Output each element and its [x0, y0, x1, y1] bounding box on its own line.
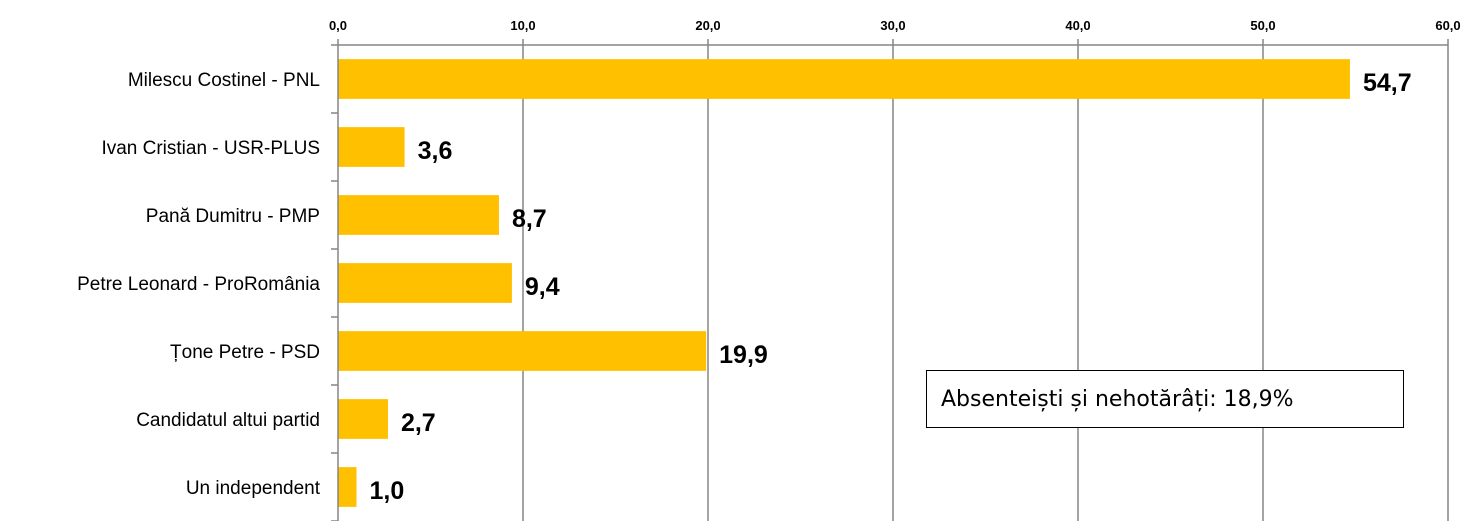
- bar: [338, 467, 357, 507]
- bar: [338, 127, 405, 167]
- category-label: Țone Petre - PSD: [170, 342, 320, 363]
- category-label: Un independent: [186, 478, 321, 499]
- bar: [338, 399, 388, 439]
- annotation-box: Absenteiști și nehotărâți: 18,9%: [926, 370, 1404, 428]
- bar: [338, 263, 512, 303]
- data-label: 2,7: [401, 409, 436, 437]
- x-tick-label: 10,0: [510, 18, 535, 33]
- category-label: Pană Dumitru - PMP: [146, 206, 320, 227]
- data-label: 8,7: [512, 205, 547, 233]
- data-label: 9,4: [525, 273, 560, 301]
- data-label: 3,6: [418, 137, 453, 165]
- x-tick-label: 40,0: [1065, 18, 1090, 33]
- category-label: Ivan Cristian - USR-PLUS: [101, 138, 320, 159]
- data-label: 19,9: [719, 341, 768, 369]
- annotation-text: Absenteiști și nehotărâți: 18,9%: [941, 386, 1294, 412]
- bar: [338, 195, 499, 235]
- x-tick-label: 50,0: [1250, 18, 1275, 33]
- labels: 0,0 10,0 20,0 30,0 40,0 50,0 60,0 Milescu Costi…: [77, 18, 1461, 505]
- gridlines: [522, 45, 1449, 521]
- bar: [338, 331, 707, 371]
- x-tick-label: 30,0: [880, 18, 905, 33]
- bar: [338, 59, 1350, 99]
- category-label: Candidatul altui partid: [136, 410, 320, 431]
- x-tick-label: 60,0: [1435, 18, 1460, 33]
- x-tick-label: 0,0: [329, 18, 347, 33]
- bars: [338, 59, 1350, 507]
- category-label: Petre Leonard - ProRomânia: [77, 274, 320, 295]
- category-label: Milescu Costinel - PNL: [128, 70, 320, 91]
- data-label: 1,0: [370, 477, 405, 505]
- data-label: 54,7: [1363, 69, 1412, 97]
- x-tick-label: 20,0: [695, 18, 720, 33]
- axes: [331, 39, 1449, 521]
